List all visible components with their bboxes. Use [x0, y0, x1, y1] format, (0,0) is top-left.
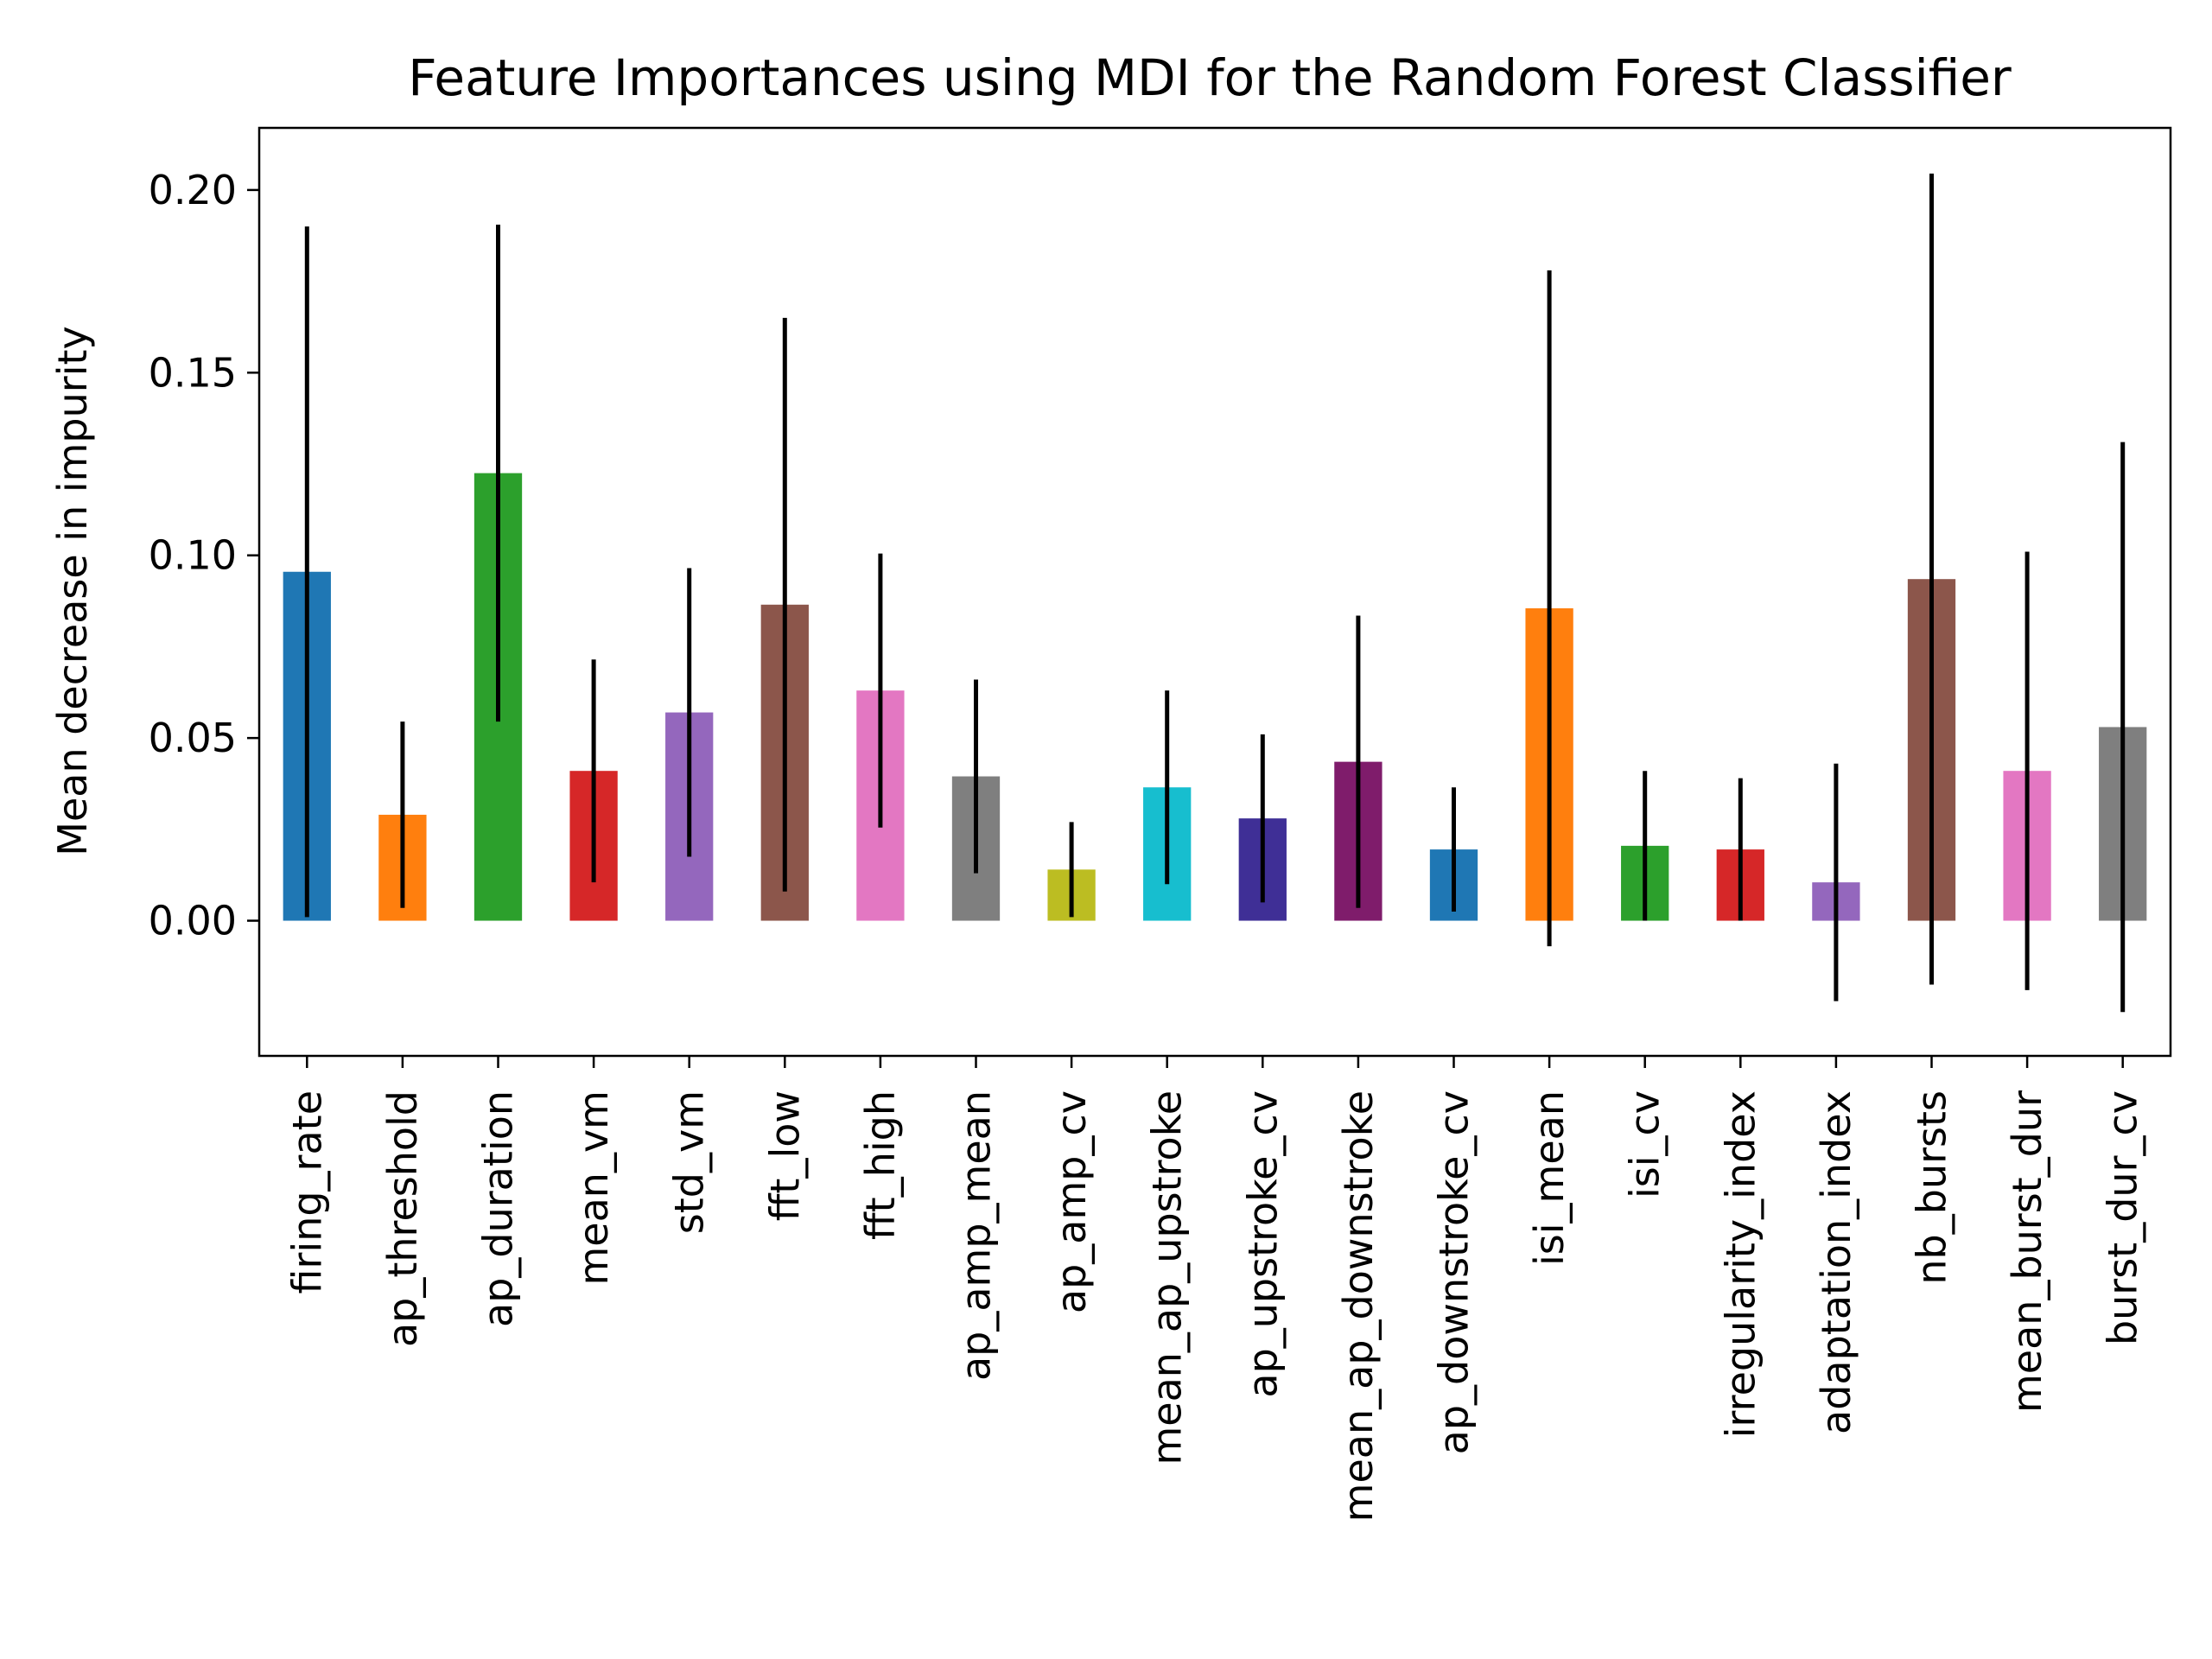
axes-frame [257, 126, 2172, 1058]
x-tick-label-std_vm: std_vm [666, 1090, 713, 1234]
y-tick-label: 0.10 [149, 532, 237, 579]
y-axis-label: Mean decrease in impurity [49, 326, 96, 855]
chart-title: Feature Importances using MDI for the Ra… [408, 48, 2012, 107]
x-tick-label-ap_amp_cv: ap_amp_cv [1048, 1090, 1095, 1313]
y-tick-label: 0.15 [149, 349, 237, 396]
x-tick-label-isi_cv: isi_cv [1622, 1090, 1669, 1198]
x-tick-label-ap_upstroke_cv: ap_upstroke_cv [1239, 1090, 1286, 1398]
x-tick-label-adaptation_index: adaptation_index [1813, 1090, 1859, 1434]
x-tick-label-isi_mean: isi_mean [1526, 1090, 1573, 1266]
x-tick-label-burst_dur_cv: burst_dur_cv [2100, 1090, 2146, 1345]
x-tick-label-nb_bursts: nb_bursts [1909, 1090, 1955, 1285]
x-tick-label-firing_rate: firing_rate [283, 1090, 330, 1294]
x-tick-label-ap_threshold: ap_threshold [379, 1090, 426, 1347]
x-tick-label-mean_ap_upstroke: mean_ap_upstroke [1144, 1090, 1191, 1465]
x-tick-label-ap_amp_mean: ap_amp_mean [953, 1090, 1000, 1381]
y-tick-label: 0.00 [149, 898, 237, 944]
x-tick-label-ap_downstroke_cv: ap_downstroke_cv [1431, 1090, 1478, 1454]
x-tick-label-irregularity_index: irregularity_index [1717, 1090, 1764, 1438]
y-tick-label: 0.05 [149, 715, 237, 761]
x-tick-label-ap_duration: ap_duration [475, 1090, 522, 1327]
x-tick-label-fft_low: fft_low [761, 1090, 808, 1221]
x-tick-label-mean_ap_downstroke: mean_ap_downstroke [1335, 1090, 1382, 1522]
x-tick-label-fft_high: fft_high [857, 1090, 904, 1240]
plot-area: 0.00 0.05 0.10 0.15 0.20 firing_rate ap_thresh… [149, 126, 2172, 1522]
x-tick-label-mean_vm: mean_vm [570, 1090, 617, 1286]
y-tick-label: 0.20 [149, 167, 237, 213]
x-tick-label-mean_burst_dur: mean_burst_dur [2004, 1090, 2050, 1413]
